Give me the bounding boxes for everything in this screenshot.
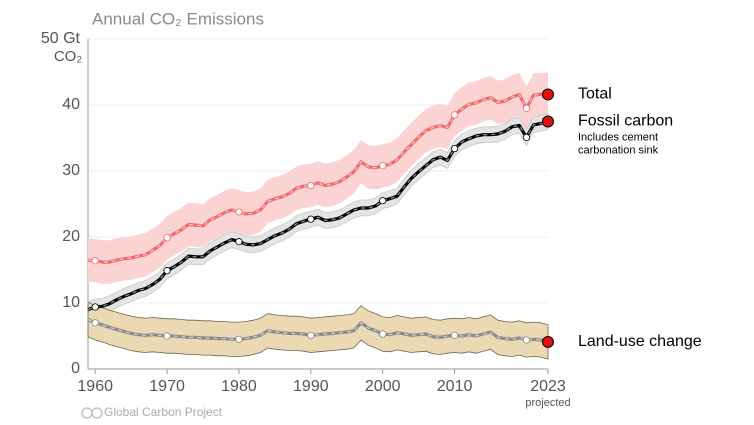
uncertainty-band [88, 72, 548, 284]
decade-dot [91, 303, 99, 311]
decade-dot [522, 104, 531, 112]
decade-dot [450, 111, 459, 119]
decade-dot [379, 197, 387, 205]
y-tick-label: 40 [62, 96, 80, 113]
uncertainty-band [87, 113, 549, 319]
decade-dot [235, 238, 243, 246]
decade-dot [379, 330, 387, 338]
x-tick-label: 2010 [437, 378, 473, 395]
series-label: Land-use change [578, 333, 702, 350]
decade-dot [307, 331, 315, 339]
end-dot [542, 88, 554, 101]
decade-dot [379, 162, 387, 170]
y-tick-label: 0 [71, 360, 80, 377]
decade-dot [450, 144, 459, 153]
decade-dot [163, 267, 171, 275]
series-note: carbonation sink [578, 144, 659, 156]
chart-title: Annual CO₂ Emissions [92, 9, 264, 28]
end-dot [542, 115, 554, 128]
series-note: Includes cement [578, 131, 658, 143]
decade-dot [307, 215, 315, 223]
decade-dot [235, 335, 243, 343]
footer-icons [81, 407, 103, 419]
end-dot [542, 335, 554, 348]
x-tick-label: 1960 [77, 378, 113, 395]
decade-dot [91, 319, 99, 327]
y-tick-label: 10 [62, 294, 80, 311]
decade-dot [522, 133, 531, 141]
decade-dot [163, 234, 171, 242]
decade-dot [522, 336, 531, 344]
x-tick-label: 2023 [530, 378, 566, 395]
x-tick-label: 1970 [149, 378, 185, 395]
decade-dot [307, 181, 315, 190]
y-tick-label: 50 Gt [41, 30, 81, 47]
series-line-dash [87, 318, 549, 343]
series-line-dash [87, 120, 549, 311]
series-label: Total [578, 86, 612, 103]
decade-dot [235, 208, 243, 216]
y-tick-label: 20 [62, 228, 80, 245]
decade-dot [91, 257, 99, 265]
x-tick-label: 1980 [221, 378, 257, 395]
footer: Global Carbon Project [104, 405, 223, 419]
series-label: Fossil carbon [578, 113, 673, 130]
decade-dot [450, 331, 459, 339]
x-tick-label: 1990 [293, 378, 329, 395]
x-note: projected [525, 397, 570, 409]
decade-dot [163, 332, 171, 340]
uncertainty-band [87, 301, 549, 360]
y-unit: CO₂ [54, 48, 83, 65]
y-tick-label: 30 [62, 162, 80, 179]
x-tick-label: 2000 [365, 378, 401, 395]
